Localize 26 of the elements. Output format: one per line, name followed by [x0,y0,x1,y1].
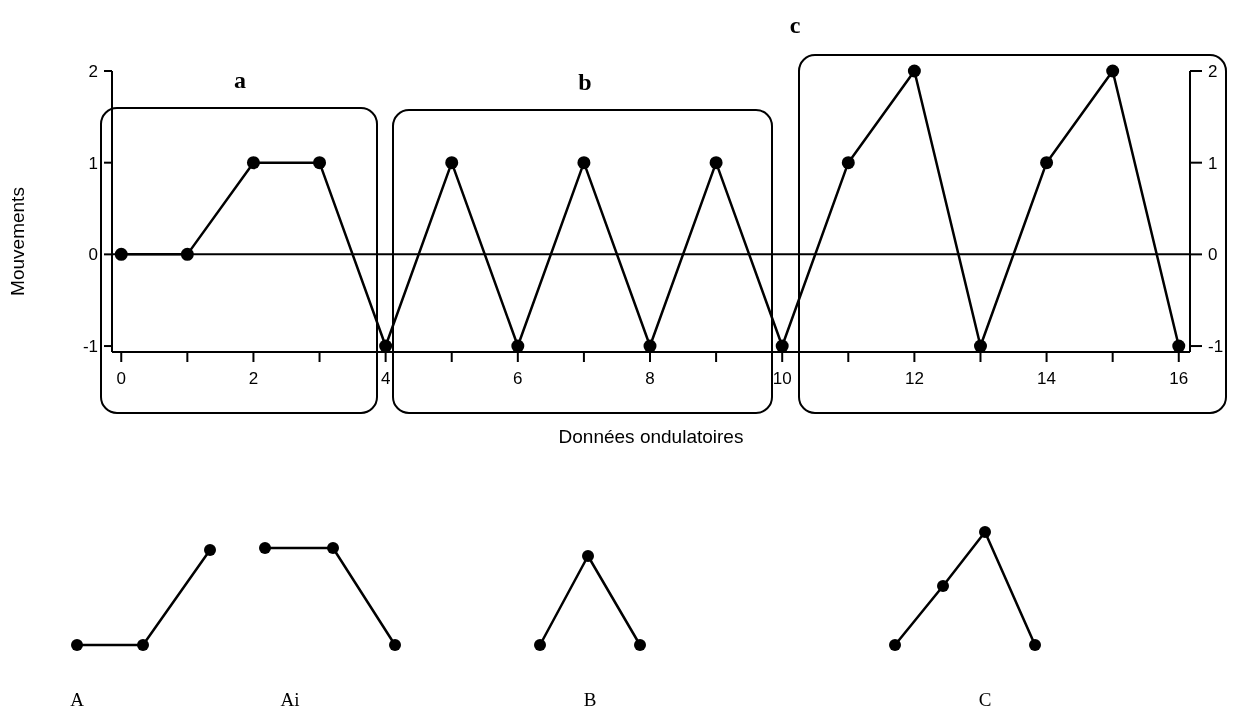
text: C [978,689,992,710]
annotation: a [234,67,246,93]
y2-tick-label: -1 [1208,336,1224,356]
y-axis-title: Mouvements [7,187,28,296]
x-tick-label: 16 [1169,368,1189,388]
text: A [70,689,85,710]
annotation: b [578,69,592,95]
x-tick-label: 10 [772,368,792,388]
text: Ai [280,689,300,710]
x-tick-label: 4 [380,368,391,388]
x-tick-label: 8 [645,368,655,388]
y2-tick-label: 0 [1208,245,1218,265]
y2-tick-label: 1 [1208,153,1218,173]
x-axis-title: Données ondulatoires [558,426,744,447]
x-tick-label: 14 [1037,368,1057,388]
y2-tick-label: 2 [1208,61,1218,81]
y-tick-label: 0 [88,245,98,265]
text: B [583,689,597,710]
x-tick-label: 6 [513,368,523,388]
y-tick-label: -1 [82,336,98,356]
y-tick-label: 2 [88,61,98,81]
x-tick-label: 2 [248,368,259,388]
x-tick-label: 0 [116,368,126,388]
x-tick-label: 12 [904,368,924,388]
text: c [789,12,801,38]
y-tick-label: 1 [88,153,98,173]
